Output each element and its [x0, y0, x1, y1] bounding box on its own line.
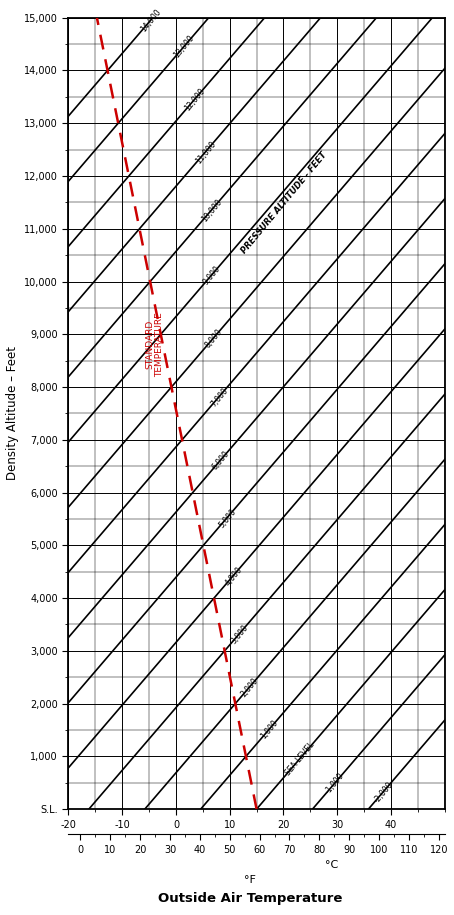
Text: °C: °C — [325, 860, 338, 869]
Text: 10,000: 10,000 — [200, 198, 224, 223]
Text: 5,000: 5,000 — [217, 507, 238, 530]
Text: 7,000: 7,000 — [209, 385, 230, 408]
Text: Outside Air Temperature: Outside Air Temperature — [158, 892, 342, 905]
Text: 2,000: 2,000 — [240, 676, 261, 698]
Text: 4,000: 4,000 — [223, 565, 244, 587]
Y-axis label: Density Altitude – Feet: Density Altitude – Feet — [5, 347, 19, 480]
Text: 12,000: 12,000 — [183, 87, 207, 113]
Text: 13,000: 13,000 — [173, 34, 197, 59]
Text: 8,000: 8,000 — [203, 328, 224, 350]
Text: 11,000: 11,000 — [194, 139, 217, 166]
Text: PRESSURE ALTITUDE - FEET: PRESSURE ALTITUDE - FEET — [239, 150, 329, 255]
Text: 6,000: 6,000 — [211, 449, 232, 471]
Text: SEA LEVEL: SEA LEVEL — [284, 740, 316, 778]
Text: STANDARD
TEMPERATURE: STANDARD TEMPERATURE — [145, 312, 164, 377]
Text: 1,000: 1,000 — [260, 718, 280, 740]
Text: 9,000: 9,000 — [202, 264, 222, 286]
Text: -1,000: -1,000 — [324, 771, 346, 796]
Text: -2,000: -2,000 — [372, 780, 395, 805]
Text: °F: °F — [244, 876, 256, 885]
Text: 3,000: 3,000 — [229, 623, 250, 646]
Text: 14,000: 14,000 — [139, 7, 163, 34]
